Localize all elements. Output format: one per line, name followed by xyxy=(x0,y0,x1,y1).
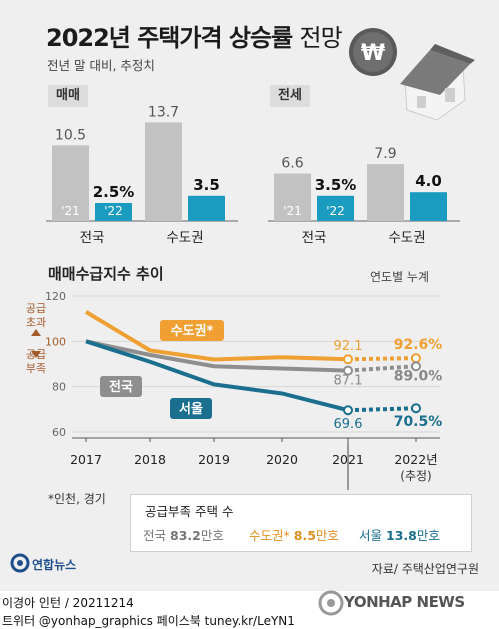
shortage-box-title: 공급부족 주택 수 xyxy=(145,504,234,519)
bar-value-label: 10.5 xyxy=(55,127,86,143)
bar-category-label: 전국 xyxy=(80,230,105,246)
series-end-label: 92.1 xyxy=(334,339,363,354)
x-tick-label: 2019 xyxy=(198,452,230,467)
arrow-down-icon xyxy=(31,351,41,358)
x-tick-label: 2018 xyxy=(134,452,166,467)
series-line xyxy=(84,310,349,362)
x-tick-label: 2020 xyxy=(266,452,298,467)
supply-shortage-label: 공급 xyxy=(26,348,46,361)
yonhap-watermark-icon xyxy=(318,590,344,616)
series-point xyxy=(411,403,421,414)
shortage-item-seoul: 서울 13.8만호 xyxy=(359,528,440,543)
series-name-label: 전국 xyxy=(109,379,133,395)
series-end-label: 87.1 xyxy=(334,374,363,389)
series-name-badge xyxy=(100,376,142,397)
bar xyxy=(367,164,404,221)
bar xyxy=(317,195,354,221)
bar xyxy=(188,195,225,221)
bar-category-label: 수도권 xyxy=(166,230,203,246)
bar-value-label: 6.6 xyxy=(281,155,303,171)
line-chart: 60 80 100 120 2017 2018 2019 2020 2021 2022년 (추정) 공… xyxy=(26,290,443,490)
x-sub-label: (추정) xyxy=(400,469,431,483)
yonhap-logo-icon xyxy=(10,553,30,573)
arrow-up-icon xyxy=(31,329,41,336)
series-end-label: 69.6 xyxy=(334,417,363,432)
panel-label-jeonse: 전세 xyxy=(270,85,310,107)
series-name-label: 서울 xyxy=(179,401,203,417)
series-line xyxy=(85,339,349,413)
bar xyxy=(410,192,447,221)
title-main: 2022년 주택가격 상승률 xyxy=(46,24,293,52)
series-point xyxy=(343,365,353,376)
x-tick-label: 2022년 xyxy=(394,452,437,467)
bar-category-label: 전국 xyxy=(302,230,327,246)
credit-line-1: 이경아 인턴 / 20211214 xyxy=(2,596,134,610)
series-point xyxy=(411,353,421,364)
bar-value-label: 2.5% xyxy=(93,183,135,201)
house-icon xyxy=(400,44,475,121)
shortage-item-capital: 수도권* 8.5만호 xyxy=(249,528,339,543)
supply-shortage-label: 부족 xyxy=(26,362,46,375)
series-line xyxy=(85,339,349,373)
bar-year-label: '22 xyxy=(104,204,123,218)
watermark: YONHAP NEWS xyxy=(344,593,465,611)
shortage-box: 공급부족 주택 수 전국 83.2만호 수도권* 8.5만호 서울 13.8만호 xyxy=(130,494,472,552)
series-point xyxy=(411,361,421,372)
bar-category-label: 수도권 xyxy=(388,230,425,246)
bar-value-label: 4.0 xyxy=(415,172,442,190)
bar-year-label: '22 xyxy=(326,204,345,218)
bar xyxy=(52,145,89,221)
house-illustration: ₩ xyxy=(349,28,475,121)
y-tick-label: 100 xyxy=(45,335,66,348)
supply-excess-label: 공급 xyxy=(26,302,46,315)
line-chart-title: 매매수급지수 추이 xyxy=(48,265,164,283)
bar xyxy=(274,173,311,221)
x-tick-label: 2017 xyxy=(70,452,102,467)
bar-charts: 10.5 '21 2.5% '22 전국 13.7 3.5 수도권 6.6 '21 3.5% '22 전… xyxy=(46,104,460,246)
series-end-label: 70.5% xyxy=(394,414,443,430)
series-point xyxy=(343,354,353,365)
series-forecast-line xyxy=(347,364,417,373)
won-coin-icon: ₩ xyxy=(349,28,397,76)
supply-excess-label: 초과 xyxy=(26,316,46,329)
series-name-badge xyxy=(160,320,224,341)
bar-year-label: '21 xyxy=(61,204,80,218)
bar xyxy=(95,203,132,221)
y-tick-label: 80 xyxy=(52,381,66,394)
logo-text: 연합뉴스 xyxy=(32,558,77,572)
line-chart-note: 연도별 누계 xyxy=(370,270,430,284)
series-point xyxy=(343,405,353,416)
bar-value-label: 13.7 xyxy=(148,104,179,120)
series-name-label: 수도권* xyxy=(171,324,214,339)
y-tick-label: 120 xyxy=(45,290,66,303)
bar-year-label: '21 xyxy=(283,204,302,218)
panel-label-trade: 매매 xyxy=(48,85,88,107)
page-title: 2022년 주택가격 상승률 전망 xyxy=(46,18,343,53)
title-light: 전망 xyxy=(299,24,343,52)
bar-value-label: 7.9 xyxy=(374,146,396,162)
credit-line-2: 트위터 @yonhap_graphics 페이스북 tuney.kr/LeYN1 xyxy=(2,614,295,628)
series-name-badge xyxy=(170,398,212,419)
series-forecast-line xyxy=(347,406,417,413)
bar-value-label: 3.5 xyxy=(193,176,220,194)
series-end-label: 89.0% xyxy=(394,368,443,384)
footnote: *인천, 경기 xyxy=(48,492,106,506)
subtitle: 전년 말 대비, 추정치 xyxy=(47,58,155,73)
shortage-item-national: 전국 83.2만호 xyxy=(143,528,224,543)
source: 자료/ 주택산업연구원 xyxy=(371,562,479,576)
series-end-label: 92.6% xyxy=(394,337,443,353)
series-forecast-line xyxy=(347,356,417,362)
bar-value-label: 3.5% xyxy=(315,176,357,194)
y-tick-label: 60 xyxy=(52,426,66,439)
bar xyxy=(145,122,182,221)
x-tick-label: 2021 xyxy=(332,452,364,467)
svg-text:₩: ₩ xyxy=(361,41,385,66)
